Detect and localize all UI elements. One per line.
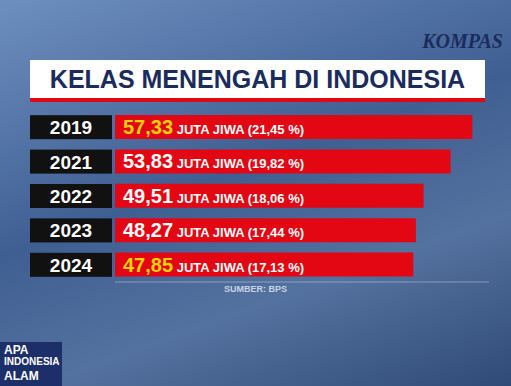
html-text:INDONESIA: INDONESIA [4,356,60,367]
svg-text:49,51 JUTA JIWA (18,06 %): 49,51 JUTA JIWA (18,06 %) [123,185,304,207]
svg-text:2023: 2023 [50,220,92,241]
svg-text:2024: 2024 [50,255,93,276]
svg-text:47,85 JUTA JIWA (17,13 %): 47,85 JUTA JIWA (17,13 %) [123,254,304,276]
svg-text:2021: 2021 [50,152,93,173]
html-text:SUMBER: BPS: SUMBER: BPS [224,284,287,294]
svg-text:57,33 JUTA JIWA (21,45 %): 57,33 JUTA JIWA (21,45 %) [123,116,304,138]
svg-text:2019: 2019 [50,117,92,138]
svg-text:53,83 JUTA JIWA (19,82 %): 53,83 JUTA JIWA (19,82 %) [123,150,304,172]
svg-text:2022: 2022 [50,186,92,207]
svg-text:48,27 JUTA JIWA (17,44 %): 48,27 JUTA JIWA (17,44 %) [123,219,304,241]
html-text:KELAS MENENGAH DI INDONESIA: KELAS MENENGAH DI INDONESIA [49,64,466,93]
html-text:KOMPAS: KOMPAS [422,30,503,52]
html-text:APA: APA [4,343,29,357]
html-text:ALAM: ALAM [4,369,39,383]
